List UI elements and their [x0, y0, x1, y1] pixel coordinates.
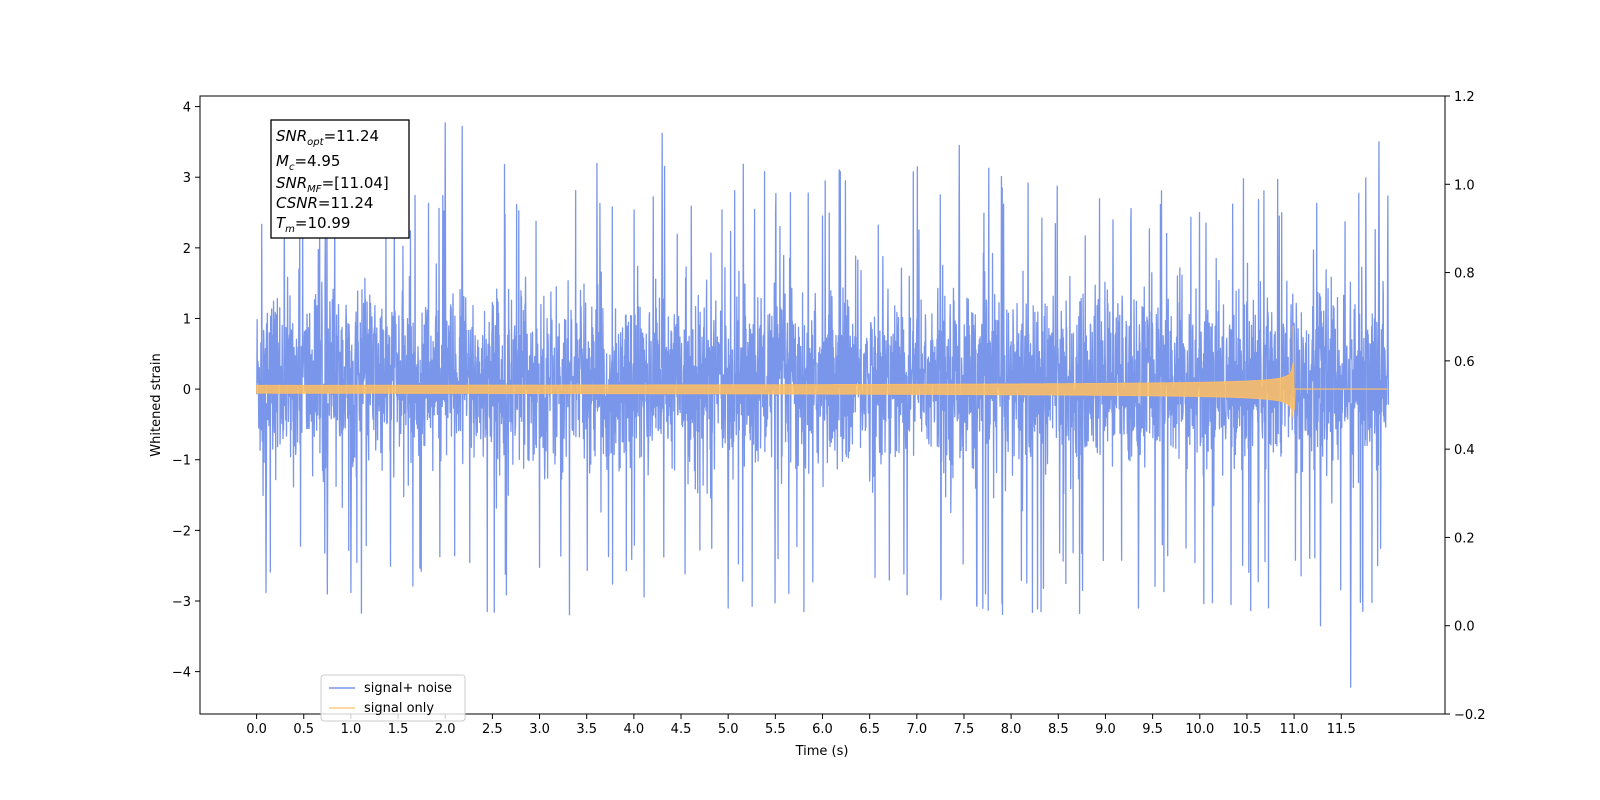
annotation-snr-mf: SNRMF=[11.04] — [276, 174, 389, 195]
x-tick-label: 9.5 — [1142, 722, 1163, 737]
annotation-csnr: CSNR=11.24 — [276, 194, 373, 212]
annotation-mc: Mc=4.95 — [276, 152, 340, 173]
y2-tick-label: 1.0 — [1454, 178, 1475, 193]
x-tick-label: 11.5 — [1327, 722, 1356, 737]
y-tick-label: 4 — [183, 101, 191, 116]
y2-tick-label: 1.2 — [1454, 90, 1475, 105]
y-tick-label: −3 — [172, 595, 191, 610]
x-tick-label: 4.5 — [671, 722, 692, 737]
y-tick-label: −4 — [172, 666, 191, 681]
x-tick-label: 0.5 — [293, 722, 314, 737]
y2-tick-label: 0.2 — [1454, 531, 1475, 546]
x-tick-label: 6.5 — [859, 722, 880, 737]
x-tick-label: 8.0 — [1001, 722, 1022, 737]
x-tick-label: 10.0 — [1185, 722, 1214, 737]
y-tick-label: −2 — [172, 524, 191, 539]
series-signal-only — [256, 325, 1389, 419]
x-tick-label: 1.5 — [388, 722, 409, 737]
x-tick-label: 7.5 — [954, 722, 975, 737]
x-tick-label: 8.5 — [1048, 722, 1069, 737]
x-tick-label: 0.0 — [246, 722, 267, 737]
y-tick-label: 1 — [183, 312, 191, 327]
x-axis-label: Time (s) — [795, 744, 849, 759]
x-tick-label: 10.5 — [1232, 722, 1261, 737]
x-tick-label: 5.5 — [765, 722, 786, 737]
x-tick-label: 6.0 — [812, 722, 833, 737]
y-axis-right: −0.2 0.0 0.2 0.4 0.6 0.8 1.0 1.2 — [1445, 90, 1486, 723]
y-tick-label: 2 — [183, 242, 191, 257]
legend-label-signal-only: signal only — [364, 701, 434, 716]
x-tick-label: 3.0 — [529, 722, 550, 737]
y2-tick-label: 0.8 — [1454, 267, 1475, 282]
y-axis-left: −4 −3 −2 −1 0 1 2 3 4 — [172, 101, 200, 681]
y2-tick-label: 0.4 — [1454, 443, 1475, 458]
annotation-tm: Tm=10.99 — [276, 214, 350, 235]
y-tick-label: 0 — [183, 383, 191, 398]
signal-only-line — [1292, 325, 1389, 411]
y2-tick-label: 0.0 — [1454, 620, 1475, 635]
annotation-snr-opt: SNRopt=11.24 — [276, 127, 379, 148]
x-tick-label: 11.0 — [1280, 722, 1309, 737]
x-tick-label: 4.0 — [624, 722, 645, 737]
x-axis: 0.0 0.5 1.0 1.5 2.0 2.5 3.0 3.5 4.0 4.5 5.0 5.5 6.0 6… — [246, 714, 1356, 737]
x-tick-label: 2.5 — [482, 722, 503, 737]
signal-only-band — [256, 362, 1294, 419]
y-tick-label: −1 — [172, 454, 191, 469]
x-tick-label: 2.0 — [435, 722, 456, 737]
x-tick-label: 5.0 — [718, 722, 739, 737]
x-tick-label: 1.0 — [341, 722, 362, 737]
series-signal-plus-noise — [255, 122, 1390, 688]
y2-tick-label: −0.2 — [1454, 708, 1486, 723]
legend-label-signal-plus-noise: signal+ noise — [364, 681, 452, 696]
x-tick-label: 3.5 — [576, 722, 597, 737]
y2-tick-label: 0.6 — [1454, 355, 1475, 370]
x-tick-label: 9.0 — [1095, 722, 1116, 737]
signal-plus-noise-line — [255, 122, 1390, 688]
x-tick-label: 7.0 — [906, 722, 927, 737]
annotation-box: SNRopt=11.24 Mc=4.95 SNRMF=[11.04] CSNR=… — [270, 119, 410, 239]
y-axis-label: Whitened strain — [149, 353, 164, 456]
y-tick-label: 3 — [183, 171, 191, 186]
legend: signal+ noise signal only — [320, 674, 466, 722]
